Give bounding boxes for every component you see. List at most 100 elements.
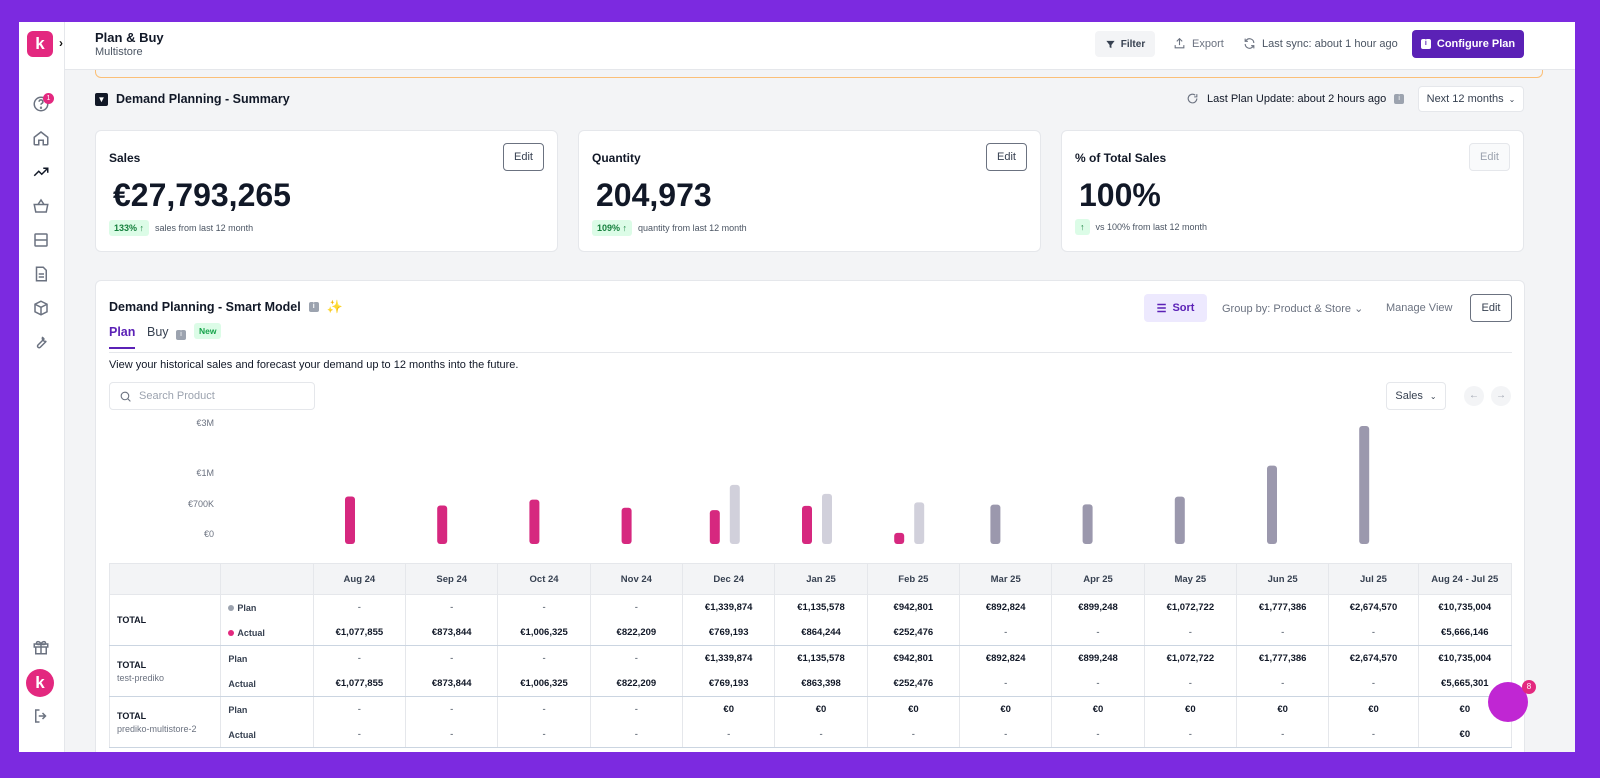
tab-plan[interactable]: Plan (109, 325, 135, 349)
table-cell[interactable]: - (1328, 671, 1419, 697)
table-cell[interactable]: €0 (1328, 696, 1419, 722)
table-cell[interactable]: - (590, 696, 684, 722)
bar-actual[interactable] (802, 505, 812, 544)
bar-actual[interactable] (529, 499, 540, 544)
table-row[interactable]: Actual - - - - - - - - - - - - €0 (110, 722, 1513, 748)
bar-actual[interactable] (345, 496, 355, 544)
table-cell[interactable]: - (1328, 722, 1419, 748)
tab-buy[interactable]: Buy i (147, 325, 187, 340)
bar-actual[interactable] (894, 532, 905, 544)
table-cell[interactable]: €252,476 (867, 671, 961, 697)
table-cell[interactable]: €942,801 (867, 645, 961, 671)
table-cell[interactable]: €1,135,578 (774, 594, 868, 620)
bar-plan[interactable] (1082, 504, 1093, 544)
table-cell[interactable]: €252,476 (867, 620, 961, 646)
sync-status[interactable]: Last sync: about 1 hour ago (1243, 37, 1398, 50)
manage-view-button[interactable]: Manage View (1386, 302, 1453, 314)
metric-select[interactable]: Sales ⌄ (1386, 382, 1446, 410)
gift-icon[interactable] (32, 638, 50, 656)
table-cell[interactable]: - (497, 696, 591, 722)
table-cell[interactable]: €1,777,386 (1236, 594, 1330, 620)
table-cell[interactable]: €2,674,570 (1328, 645, 1419, 671)
table-cell[interactable]: - (1051, 722, 1145, 748)
info-icon[interactable]: i (308, 302, 319, 312)
help-icon[interactable] (32, 95, 50, 113)
table-cell[interactable]: - (1328, 620, 1419, 646)
bar-plan[interactable] (1174, 496, 1185, 544)
table-cell[interactable]: - (313, 594, 407, 620)
refresh-icon[interactable] (1186, 92, 1199, 105)
table-cell[interactable]: - (867, 722, 961, 748)
table-cell[interactable]: - (1144, 722, 1238, 748)
info-icon[interactable]: i (1394, 93, 1405, 104)
table-cell[interactable]: €1,072,722 (1144, 594, 1238, 620)
table-cell[interactable]: €1,006,325 (497, 620, 591, 646)
table-cell[interactable]: €769,193 (682, 671, 776, 697)
export-button[interactable]: Export (1173, 37, 1224, 50)
table-cell[interactable]: €892,824 (959, 594, 1053, 620)
package-icon[interactable] (32, 299, 50, 317)
table-cell[interactable]: - (1236, 722, 1330, 748)
table-cell[interactable]: - (1051, 671, 1145, 697)
inventory-icon[interactable] (32, 231, 50, 249)
collapse-caret-icon[interactable]: ▼ (95, 92, 108, 106)
quantity-edit-button[interactable]: Edit (986, 143, 1027, 171)
table-row[interactable]: TOTAL prediko-multistore-2 Plan - - - - €0 €0 €0 €… (108, 696, 1513, 748)
table-cell[interactable]: - (959, 620, 1053, 646)
table-cell[interactable]: - (497, 594, 591, 620)
table-cell[interactable]: - (1144, 620, 1238, 646)
expand-sidebar-icon[interactable]: › (59, 36, 63, 50)
table-cell[interactable]: - (774, 722, 868, 748)
bar-plan[interactable] (822, 493, 832, 544)
table-cell[interactable]: €0 (774, 696, 868, 722)
table-cell[interactable]: €1,339,874 (682, 645, 776, 671)
table-cell[interactable]: €892,824 (959, 645, 1053, 671)
sales-edit-button[interactable]: Edit (503, 143, 544, 171)
app-logo[interactable]: k (27, 31, 53, 57)
share-edit-button[interactable]: Edit (1469, 143, 1510, 171)
table-row[interactable]: TOTAL Plan - - - - €1,339,874 €1,135,578 €942,80… (108, 594, 1513, 646)
previous-arrow-icon[interactable]: ← (1464, 386, 1484, 406)
table-cell[interactable]: - (313, 696, 407, 722)
next-arrow-icon[interactable]: → (1491, 386, 1511, 406)
smart-model-edit-button[interactable]: Edit (1470, 294, 1512, 322)
table-cell[interactable]: €0 (682, 696, 776, 722)
table-cell[interactable]: €10,735,004 (1418, 645, 1513, 671)
table-cell[interactable]: - (405, 696, 499, 722)
bar-actual[interactable] (709, 510, 720, 544)
table-cell[interactable]: €822,209 (590, 620, 684, 646)
bar-actual[interactable] (621, 507, 632, 544)
bar-actual[interactable] (437, 505, 448, 544)
bar-plan[interactable] (1359, 426, 1370, 544)
table-cell[interactable]: €822,209 (590, 671, 684, 697)
table-row[interactable]: Actual €1,077,855 €873,844 €1,006,325 €822,2… (110, 620, 1513, 646)
filter-button[interactable]: Filter (1095, 31, 1155, 57)
table-cell[interactable]: €1,777,386 (1236, 645, 1330, 671)
table-cell[interactable]: - (1236, 671, 1330, 697)
document-icon[interactable] (32, 265, 50, 283)
table-cell[interactable]: €0 (959, 696, 1053, 722)
table-cell[interactable]: - (1236, 620, 1330, 646)
chat-launcher-icon[interactable] (1488, 682, 1528, 722)
row-group-name[interactable]: TOTAL test-prediko (108, 645, 222, 697)
period-select[interactable]: Next 12 months ⌄ (1418, 86, 1524, 112)
row-group-name[interactable]: TOTAL prediko-multistore-2 (108, 696, 222, 748)
table-cell[interactable]: €873,844 (405, 671, 499, 697)
table-cell[interactable]: €863,398 (774, 671, 868, 697)
table-cell[interactable]: €873,844 (405, 620, 499, 646)
bar-plan[interactable] (990, 504, 1001, 544)
table-cell[interactable]: €769,193 (682, 620, 776, 646)
table-cell[interactable]: €899,248 (1051, 594, 1145, 620)
table-cell[interactable]: - (959, 722, 1053, 748)
logout-icon[interactable] (32, 707, 50, 725)
table-cell[interactable]: - (590, 722, 684, 748)
configure-plan-button[interactable]: i Configure Plan (1412, 30, 1524, 58)
search-input[interactable]: Search Product (109, 382, 315, 410)
home-icon[interactable] (32, 129, 50, 147)
table-cell[interactable]: - (497, 722, 591, 748)
table-cell[interactable]: - (497, 645, 591, 671)
row-group-name[interactable]: TOTAL (108, 594, 222, 646)
table-cell[interactable]: €1,006,325 (497, 671, 591, 697)
bar-plan[interactable] (914, 502, 925, 544)
sort-button[interactable]: ☰ Sort (1144, 294, 1207, 322)
